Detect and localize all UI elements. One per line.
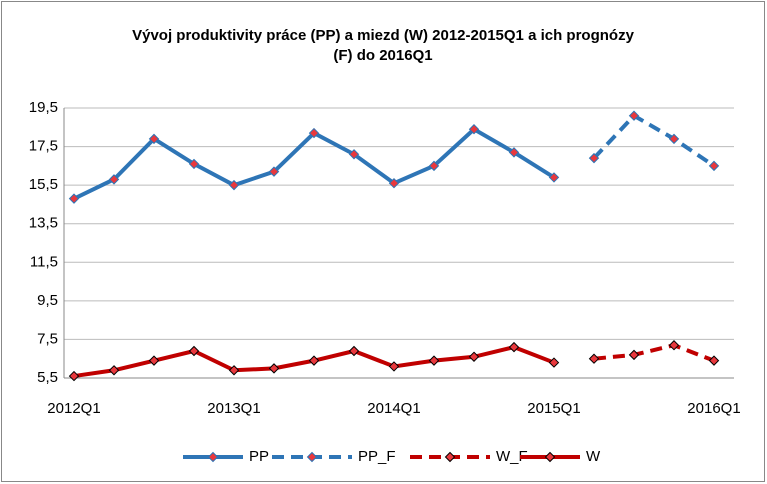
legend-marker bbox=[306, 451, 318, 463]
legend-label: W_F bbox=[496, 448, 528, 465]
y-tick-label: 7,5 bbox=[37, 330, 58, 347]
x-tick-label: 2013Q1 bbox=[207, 400, 260, 417]
data-point bbox=[68, 370, 80, 382]
data-point bbox=[588, 152, 600, 164]
data-point bbox=[388, 361, 400, 372]
data-point bbox=[108, 365, 120, 376]
data-point bbox=[188, 345, 200, 357]
data-point bbox=[348, 149, 360, 160]
data-point bbox=[268, 166, 280, 177]
data-point bbox=[148, 355, 160, 366]
y-tick-label: 5,5 bbox=[37, 369, 58, 386]
data-point bbox=[188, 158, 200, 170]
data-point bbox=[148, 133, 160, 145]
data-point bbox=[508, 341, 520, 353]
data-point bbox=[468, 351, 480, 362]
series-line bbox=[593, 343, 715, 363]
legend-label: W bbox=[586, 448, 601, 465]
y-tick-label: 13,5 bbox=[29, 215, 58, 232]
data-point bbox=[348, 345, 360, 357]
y-tick-label: 17,5 bbox=[29, 138, 58, 155]
data-point bbox=[228, 365, 240, 376]
legend-marker bbox=[207, 451, 219, 463]
y-tick-label: 11,5 bbox=[30, 253, 58, 270]
data-point bbox=[628, 110, 640, 121]
data-point bbox=[308, 127, 320, 139]
data-point bbox=[388, 178, 400, 189]
data-point bbox=[228, 179, 240, 191]
x-tick-label: 2014Q1 bbox=[367, 400, 420, 417]
data-point bbox=[548, 357, 560, 368]
data-point bbox=[508, 147, 520, 158]
data-point bbox=[428, 160, 440, 172]
y-tick-label: 15,5 bbox=[29, 176, 58, 193]
data-point bbox=[468, 124, 480, 135]
data-point bbox=[708, 355, 720, 366]
data-point bbox=[588, 353, 600, 364]
data-point bbox=[428, 355, 440, 366]
legend-marker bbox=[444, 451, 456, 463]
data-point bbox=[668, 340, 680, 351]
data-point bbox=[268, 363, 280, 374]
y-tick-label: 9,5 bbox=[37, 292, 58, 309]
x-tick-label: 2016Q1 bbox=[687, 400, 740, 417]
data-point bbox=[108, 174, 120, 185]
data-point bbox=[68, 193, 80, 204]
legend-marker bbox=[544, 451, 556, 463]
data-point bbox=[628, 349, 640, 361]
x-tick-label: 2015Q1 bbox=[527, 400, 580, 417]
chart-title: (F) do 2016Q1 bbox=[333, 47, 432, 64]
data-point bbox=[668, 133, 680, 145]
legend-label: PP_F bbox=[358, 448, 396, 465]
chart-title: Vývoj produktivity práce (PP) a miezd (W… bbox=[132, 27, 634, 44]
legend-label: PP bbox=[249, 448, 269, 465]
data-point bbox=[548, 172, 560, 183]
x-tick-label: 2012Q1 bbox=[47, 400, 100, 417]
y-tick-label: 19,5 bbox=[29, 99, 58, 116]
data-point bbox=[708, 160, 720, 172]
series-line bbox=[592, 113, 716, 168]
data-point bbox=[308, 355, 320, 366]
